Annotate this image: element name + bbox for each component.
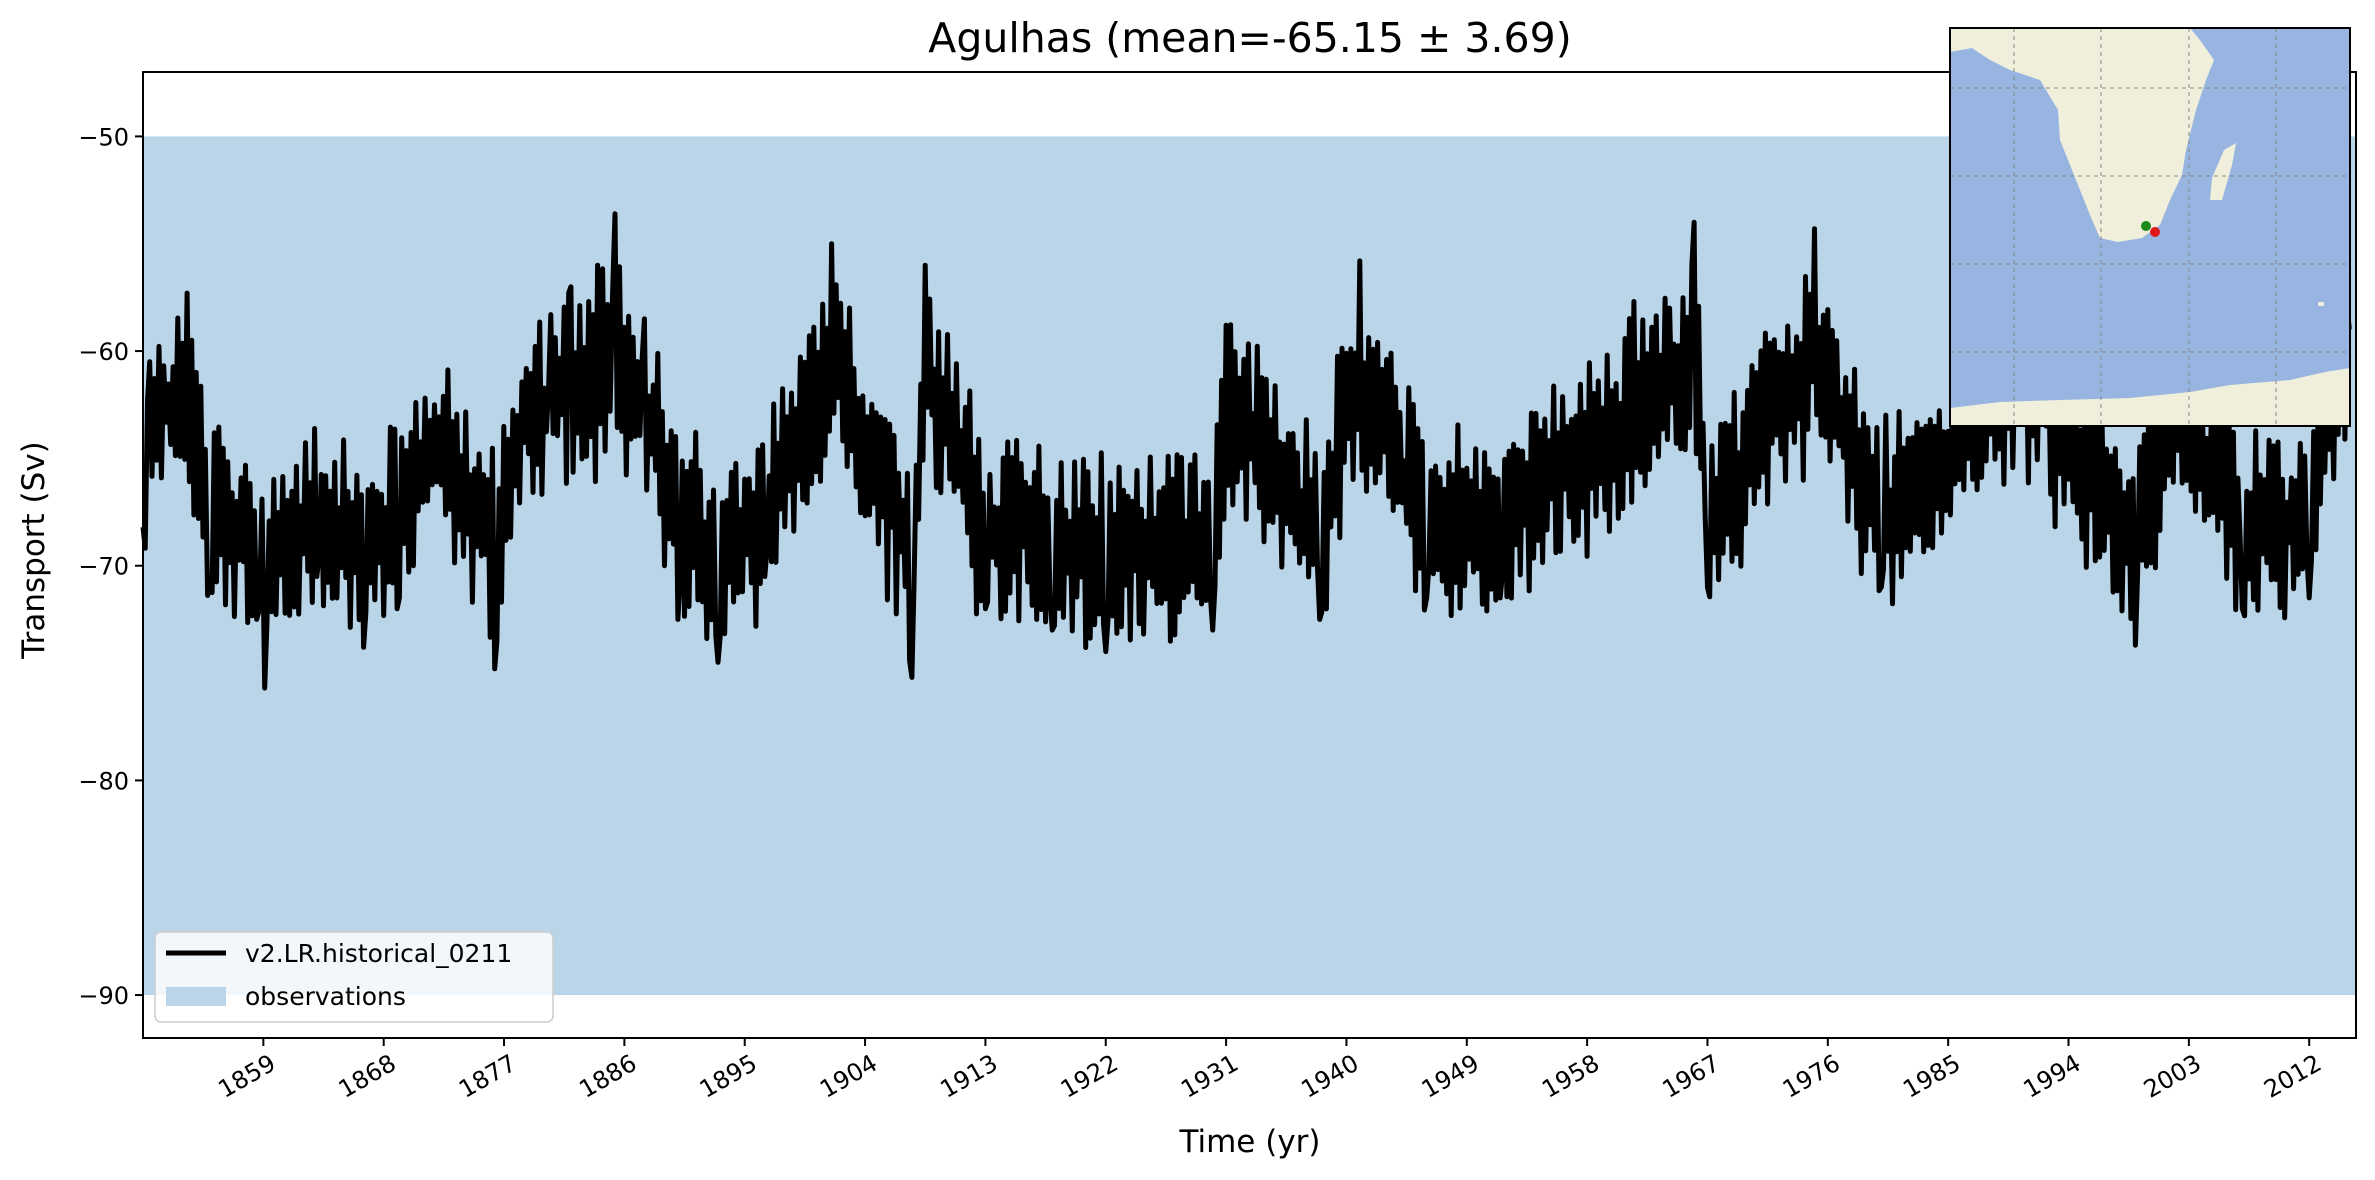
x-tick-label: 1913 xyxy=(936,1049,1003,1104)
y-axis-ticks: −90 −80 −70 −60 −50 xyxy=(78,123,143,1010)
x-tick-label: 1976 xyxy=(1778,1049,1845,1104)
x-tick-label: 1949 xyxy=(1417,1049,1484,1104)
x-tick-label: 1967 xyxy=(1658,1049,1725,1104)
legend-entry-series: v2.LR.historical_0211 xyxy=(245,939,512,968)
legend: v2.LR.historical_0211 observations xyxy=(154,931,554,1023)
x-tick-label: 1904 xyxy=(815,1049,882,1104)
x-tick-label: 1868 xyxy=(334,1049,401,1104)
chart-title: Agulhas (mean=-65.15 ± 3.69) xyxy=(928,14,1571,62)
axes-frame xyxy=(142,71,2357,1039)
x-tick-label: 1994 xyxy=(2019,1049,2086,1104)
x-tick-label: 1958 xyxy=(1537,1049,1604,1104)
map-land-antarctica xyxy=(1950,368,2350,426)
y-tick-label: −80 xyxy=(78,767,129,795)
inset-map xyxy=(1949,27,2351,427)
x-tick-label: 1877 xyxy=(454,1049,521,1104)
x-tick-label: 1931 xyxy=(1176,1049,1243,1104)
map-frame xyxy=(1949,27,2351,427)
legend-box xyxy=(154,931,554,1023)
x-axis-ticks: 1859 1868 1877 1886 1895 1904 1913 1922 1931 1940… xyxy=(213,1038,2326,1104)
x-tick-label: 1940 xyxy=(1297,1049,1364,1104)
x-tick-label: 2003 xyxy=(2139,1049,2206,1104)
x-tick-label: 2012 xyxy=(2259,1049,2326,1104)
map-gridlines xyxy=(1950,28,2350,426)
x-tick-label: 1922 xyxy=(1056,1049,1123,1104)
x-tick-label: 1886 xyxy=(574,1049,641,1104)
legend-entry-observations: observations xyxy=(245,982,406,1011)
x-tick-label: 1859 xyxy=(213,1049,280,1104)
y-tick-label: −70 xyxy=(78,553,129,581)
map-land-island xyxy=(2318,302,2324,306)
map-land-africa xyxy=(1950,28,2214,242)
map-land-madagascar xyxy=(2210,143,2236,200)
x-axis-label: Time (yr) xyxy=(1179,1124,1321,1160)
y-tick-label: −60 xyxy=(78,338,129,366)
y-axis-label: Transport (Sv) xyxy=(16,441,52,660)
map-marker-red xyxy=(2150,227,2160,237)
legend-band-swatch xyxy=(166,987,226,1006)
x-tick-label: 1985 xyxy=(1898,1049,1965,1104)
map-marker-green xyxy=(2141,221,2151,231)
y-tick-label: −50 xyxy=(78,123,129,151)
y-tick-label: −90 xyxy=(78,982,129,1010)
x-tick-label: 1895 xyxy=(695,1049,762,1104)
